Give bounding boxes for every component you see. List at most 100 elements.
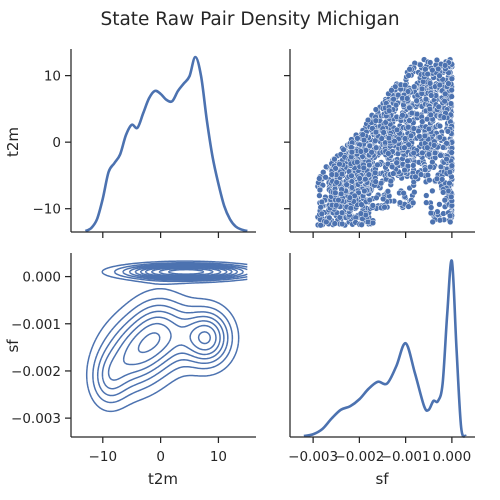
scatter-point — [372, 178, 379, 185]
scatter-point — [373, 144, 380, 151]
scatter-points — [314, 56, 456, 229]
scatter-point — [406, 66, 413, 73]
contour-level — [167, 268, 205, 275]
scatter-point — [439, 144, 447, 151]
chart-title: State Raw Pair Density Michigan — [100, 9, 399, 30]
scatter-point — [348, 184, 356, 191]
scatter-point — [380, 129, 387, 136]
scatter-point — [392, 102, 400, 109]
t2m-x-tick-label: 0 — [156, 449, 165, 465]
scatter-point — [318, 210, 325, 218]
scatter-point — [424, 70, 431, 78]
scatter-point — [365, 171, 372, 178]
scatter-point — [372, 128, 380, 136]
scatter-point — [448, 93, 455, 100]
scatter-point — [374, 161, 381, 169]
scatter-point — [417, 61, 424, 68]
scatter-point — [338, 220, 346, 228]
scatter-point — [336, 160, 343, 168]
scatter-point — [400, 190, 407, 197]
scatter-point — [372, 117, 379, 124]
scatter-point — [436, 217, 444, 224]
scatter-point — [433, 175, 441, 182]
scatter-point — [385, 150, 392, 157]
scatter-point — [358, 221, 365, 228]
t2m-y-tick-label: 0 — [52, 135, 61, 151]
scatter-point — [346, 194, 353, 201]
scatter-point — [354, 135, 361, 142]
scatter-point — [390, 96, 397, 103]
scatter-point — [437, 152, 444, 159]
sf-x-tick-label: 0.000 — [433, 449, 472, 465]
scatter-point — [446, 212, 454, 219]
scatter-point — [431, 142, 438, 149]
scatter-point — [364, 116, 372, 124]
scatter-point — [431, 149, 439, 157]
scatter-point — [335, 196, 342, 204]
scatter-point — [378, 135, 385, 142]
scatter-point — [402, 81, 409, 89]
scatter-point — [384, 188, 392, 195]
contour-level — [101, 263, 244, 390]
scatter-point — [393, 126, 401, 134]
scatter-point — [426, 176, 433, 184]
scatter-point — [380, 195, 387, 203]
scatter-point — [362, 176, 369, 183]
scatter-point — [348, 172, 355, 179]
scatter-point — [401, 135, 409, 142]
scatter-point — [446, 168, 454, 176]
scatter-point — [332, 189, 339, 196]
scatter-point — [410, 149, 417, 157]
scatter-point — [436, 81, 443, 89]
scatter-point — [381, 204, 388, 211]
scatter-point — [440, 114, 448, 121]
contour-level — [96, 263, 248, 397]
scatter-point — [410, 162, 417, 169]
scatter-point — [343, 181, 350, 188]
panel-t2m-sf-contour: 0.000 −0.001 −0.002 −0.003 −10 0 10 — [11, 253, 256, 465]
scatter-point — [377, 180, 385, 187]
t2m-density-line — [84, 55, 248, 233]
scatter-point — [417, 171, 425, 178]
scatter-point — [423, 115, 431, 123]
scatter-point — [448, 149, 455, 156]
scatter-point — [413, 97, 420, 104]
scatter-point — [426, 105, 434, 113]
y-axis-label-sf: sf — [4, 339, 22, 353]
scatter-point — [408, 109, 415, 117]
scatter-point — [373, 194, 380, 201]
scatter-point — [316, 186, 324, 194]
scatter-point — [407, 132, 415, 139]
sf-y-tick-label: 0.000 — [22, 270, 61, 286]
scatter-point — [404, 88, 412, 95]
scatter-point — [387, 178, 394, 185]
scatter-point — [421, 132, 429, 140]
contour-level — [85, 260, 248, 413]
scatter-point — [427, 111, 434, 119]
scatter-point — [372, 106, 380, 113]
scatter-point — [419, 149, 426, 157]
scatter-point — [366, 142, 373, 150]
scatter-point — [399, 112, 406, 119]
y-axis-label-t2m: t2m — [4, 127, 22, 157]
density-contours — [85, 260, 248, 413]
scatter-point — [385, 134, 393, 142]
scatter-point — [441, 62, 449, 69]
scatter-point — [428, 92, 435, 99]
scatter-point — [386, 107, 393, 114]
panel-sf-t2m-scatter — [284, 49, 475, 238]
scatter-point — [401, 144, 408, 151]
scatter-point — [328, 171, 335, 178]
scatter-point — [360, 136, 368, 144]
panel-t2m-kde: 10 0 −10 — [33, 49, 256, 238]
x-axis-label-t2m: t2m — [148, 470, 178, 488]
scatter-point — [433, 56, 441, 64]
scatter-point — [372, 137, 379, 144]
contour-level — [137, 266, 228, 354]
scatter-point — [356, 175, 363, 182]
scatter-point — [338, 209, 346, 216]
scatter-point — [340, 146, 347, 153]
scatter-point — [436, 201, 443, 208]
sf-y-tick-label: −0.001 — [11, 317, 61, 333]
